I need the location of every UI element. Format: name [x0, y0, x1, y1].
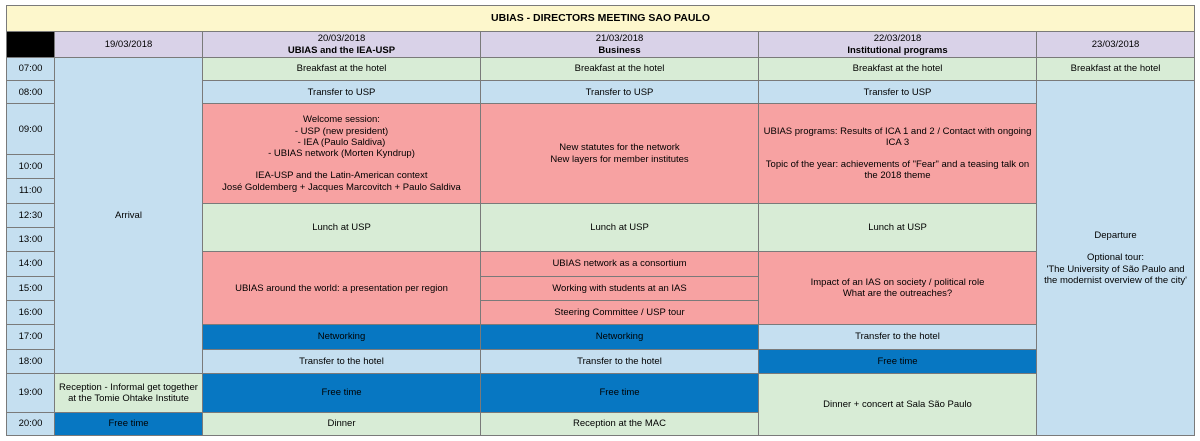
event-programs: UBIAS programs: Results of ICA 1 and 2 /…	[758, 103, 1037, 204]
event-networking: Networking	[202, 324, 481, 350]
event-reception-mac: Reception at the MAC	[480, 411, 759, 437]
event-breakfast: Breakfast at the hotel	[1035, 56, 1196, 82]
schedule-title: UBIAS - DIRECTORS MEETING SAO PAULO	[5, 4, 1196, 33]
event-networking: Networking	[480, 324, 759, 350]
event-welcome-session: Welcome session: - USP (new president) -…	[202, 103, 481, 204]
event-free-time: Free time	[202, 372, 481, 413]
header-corner	[6, 31, 55, 58]
event-free-time: Free time	[480, 372, 759, 413]
day-date: 20/03/2018	[317, 33, 366, 45]
event-reception-tomie: Reception - Informal get together at the…	[54, 372, 203, 413]
event-transfer-hotel: Transfer to the hotel	[758, 324, 1037, 350]
time-slot: 16:00	[6, 299, 55, 326]
event-steering: Steering Committee / USP tour	[480, 299, 759, 326]
event-free-time: Free time	[758, 348, 1037, 374]
time-slot: 10:00	[6, 154, 55, 180]
time-slot: 11:00	[6, 178, 55, 204]
event-dinner-concert: Dinner + concert at Sala São Paulo	[758, 372, 1037, 437]
day-header-19: 19/03/2018	[54, 31, 203, 58]
event-transfer-usp: Transfer to USP	[758, 80, 1037, 105]
event-transfer-hotel: Transfer to the hotel	[480, 348, 759, 374]
time-slot: 08:00	[6, 80, 55, 105]
event-statutes: New statutes for the network New layers …	[480, 103, 759, 204]
event-transfer-usp: Transfer to USP	[202, 80, 481, 105]
event-lunch: Lunch at USP	[758, 202, 1037, 253]
event-lunch: Lunch at USP	[480, 202, 759, 253]
event-around-world: UBIAS around the world: a presentation p…	[202, 251, 481, 326]
event-transfer-hotel: Transfer to the hotel	[202, 348, 481, 374]
time-slot: 13:00	[6, 227, 55, 253]
time-slot: 18:00	[6, 348, 55, 374]
time-slot: 19:00	[6, 372, 55, 413]
event-consortium: UBIAS network as a consortium	[480, 251, 759, 277]
time-slot: 14:00	[6, 251, 55, 277]
day-theme: Institutional programs	[847, 44, 948, 56]
time-slot: 07:00	[6, 56, 55, 82]
time-slot: 09:00	[6, 103, 55, 156]
day-date: 21/03/2018	[595, 33, 644, 45]
day-date: 23/03/2018	[1091, 38, 1140, 50]
day-theme: Business	[598, 44, 641, 56]
event-transfer-usp: Transfer to USP	[480, 80, 759, 105]
event-arrival: Arrival	[54, 56, 203, 374]
time-slot: 15:00	[6, 275, 55, 302]
event-free-time: Free time	[54, 411, 203, 437]
day-header-22: 22/03/2018 Institutional programs	[758, 31, 1037, 58]
day-header-23: 23/03/2018	[1035, 31, 1196, 58]
day-header-20: 20/03/2018 UBIAS and the IEA-USP	[202, 31, 481, 58]
time-slot: 12:30	[6, 202, 55, 229]
day-header-21: 21/03/2018 Business	[480, 31, 759, 58]
time-slot: 20:00	[6, 411, 55, 437]
day-theme: UBIAS and the IEA-USP	[287, 44, 396, 56]
event-dinner: Dinner	[202, 411, 481, 437]
event-students: Working with students at an IAS	[480, 275, 759, 302]
event-departure: Departure Optional tour: 'The University…	[1035, 80, 1196, 436]
event-impact: Impact of an IAS on society / political …	[758, 251, 1037, 326]
event-breakfast: Breakfast at the hotel	[480, 56, 759, 82]
event-breakfast: Breakfast at the hotel	[758, 56, 1037, 82]
schedule-table: UBIAS - DIRECTORS MEETING SAO PAULO 19/0…	[5, 4, 1196, 437]
event-breakfast: Breakfast at the hotel	[202, 56, 481, 82]
day-date: 19/03/2018	[104, 38, 153, 50]
day-date: 22/03/2018	[873, 33, 922, 45]
event-lunch: Lunch at USP	[202, 202, 481, 253]
time-slot: 17:00	[6, 324, 55, 350]
